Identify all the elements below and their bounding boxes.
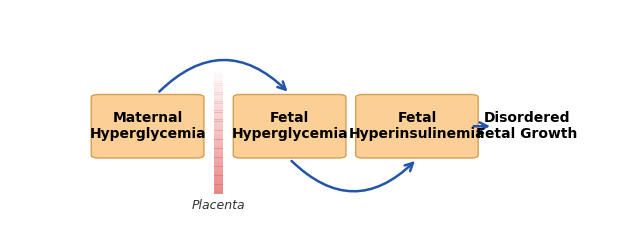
Text: Fetal
Hyperinsulinemia: Fetal Hyperinsulinemia xyxy=(349,111,485,141)
FancyBboxPatch shape xyxy=(91,94,204,158)
Bar xyxy=(214,124,223,126)
Bar xyxy=(214,83,223,86)
Bar xyxy=(214,139,223,142)
Bar xyxy=(214,162,223,164)
Bar xyxy=(214,128,223,131)
Bar xyxy=(214,184,223,187)
Bar xyxy=(214,175,223,178)
Bar xyxy=(214,132,223,135)
Bar xyxy=(214,189,223,192)
Bar xyxy=(214,137,223,140)
Bar xyxy=(214,166,223,169)
Bar xyxy=(214,97,223,99)
FancyBboxPatch shape xyxy=(356,94,478,158)
Bar xyxy=(214,180,223,182)
Bar xyxy=(214,168,223,171)
Bar xyxy=(214,119,223,122)
Bar xyxy=(214,121,223,124)
Bar xyxy=(214,65,223,68)
Bar xyxy=(214,58,223,61)
Bar xyxy=(214,61,223,63)
Bar xyxy=(214,99,223,102)
Bar xyxy=(214,182,223,185)
Bar xyxy=(214,142,223,144)
Bar xyxy=(214,130,223,133)
Bar xyxy=(214,79,223,81)
Text: Maternal
Hyperglycemia: Maternal Hyperglycemia xyxy=(89,111,206,141)
Bar xyxy=(214,68,223,70)
Bar xyxy=(214,135,223,138)
FancyBboxPatch shape xyxy=(233,94,346,158)
Bar xyxy=(214,94,223,97)
Bar xyxy=(214,76,223,79)
Bar xyxy=(214,70,223,72)
Bar xyxy=(214,191,223,194)
Bar xyxy=(214,110,223,113)
Bar xyxy=(214,155,223,158)
Bar xyxy=(214,150,223,153)
Bar xyxy=(214,148,223,151)
Bar xyxy=(214,106,223,108)
Bar xyxy=(214,112,223,115)
Bar xyxy=(214,146,223,149)
Bar xyxy=(214,153,223,156)
Bar xyxy=(214,178,223,180)
Bar xyxy=(214,104,223,106)
Text: Disordered
Fetal Growth: Disordered Fetal Growth xyxy=(477,111,578,141)
Bar xyxy=(214,160,223,162)
Text: Fetal
Hyperglycemia: Fetal Hyperglycemia xyxy=(231,111,348,141)
Bar xyxy=(214,171,223,173)
Bar xyxy=(214,86,223,88)
Bar xyxy=(214,126,223,128)
Bar xyxy=(214,117,223,119)
Bar xyxy=(214,72,223,74)
Bar xyxy=(214,186,223,189)
Bar xyxy=(214,88,223,90)
Bar xyxy=(214,115,223,117)
Bar xyxy=(214,164,223,167)
Bar xyxy=(214,92,223,95)
Bar xyxy=(214,90,223,92)
Bar xyxy=(214,157,223,160)
Bar xyxy=(214,74,223,77)
Bar xyxy=(214,108,223,110)
Bar xyxy=(214,173,223,176)
Text: Placenta: Placenta xyxy=(191,199,245,212)
Bar xyxy=(214,101,223,104)
Bar xyxy=(214,81,223,84)
Bar xyxy=(214,144,223,146)
Bar xyxy=(214,63,223,66)
